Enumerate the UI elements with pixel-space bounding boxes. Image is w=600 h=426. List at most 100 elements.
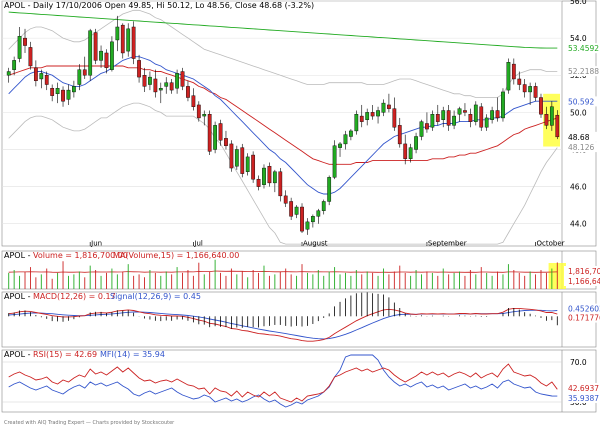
candle-body	[126, 28, 131, 52]
candle-body	[316, 210, 321, 217]
candle-body	[305, 221, 310, 230]
candle-body	[473, 104, 478, 122]
candle-body	[283, 195, 288, 204]
candle-body	[115, 26, 120, 41]
price-tag-bg	[564, 43, 598, 54]
rsi-label: RSI(15) = 42.69	[33, 350, 97, 359]
price-tag-bg	[564, 96, 598, 107]
candle-body	[77, 69, 82, 85]
candle-body	[245, 156, 250, 172]
candle-body	[191, 95, 196, 107]
macd-signal-tag-bg	[564, 303, 598, 314]
candle-body	[28, 47, 33, 67]
price-tick-label: 56.0	[570, 0, 587, 6]
volume-ma-label: MA(Volume,15) = 1,166,640.00	[113, 251, 239, 260]
candle-body	[408, 147, 413, 159]
candle-body	[137, 60, 141, 78]
rsi-tag: 42.6937	[568, 384, 599, 393]
candle-body	[528, 86, 533, 93]
candle-body	[93, 32, 98, 61]
price-tag-bg	[564, 66, 598, 77]
mfi-tag: 35.9387	[568, 394, 599, 403]
candle-body	[23, 37, 27, 46]
price-tag-bg	[564, 131, 598, 142]
candle-body	[267, 165, 272, 184]
candle-body	[435, 114, 440, 122]
candle-body	[511, 63, 516, 80]
candle-body	[397, 125, 402, 145]
candle-body	[452, 115, 456, 126]
volume-ma-tag-bg	[564, 276, 598, 286]
candle-body	[387, 104, 391, 109]
candle-body	[430, 114, 435, 128]
candle-body	[533, 86, 538, 98]
ma-mid-line	[8, 65, 558, 165]
price-tick-label: 54.0	[570, 34, 587, 43]
price-tick-label: 50.0	[570, 108, 587, 117]
footer-credit: Created with AIQ Trading Expert — Charts…	[4, 420, 175, 426]
candle-body	[196, 104, 201, 119]
candle-body	[376, 110, 380, 117]
volume-ma-line	[8, 270, 558, 273]
candle-body	[490, 110, 494, 120]
macd-signal-line	[8, 309, 558, 340]
price-tag-bg	[564, 142, 598, 153]
x-tick-label: October	[537, 240, 565, 248]
volume-ma-tag: 1,166,640	[568, 277, 600, 286]
candle-body	[479, 106, 484, 128]
candle-body	[272, 171, 277, 184]
candle-body	[441, 110, 446, 120]
macd-label: MACD(12,26) = 0.17	[33, 292, 116, 301]
candle-body	[44, 75, 49, 85]
candle-body	[419, 121, 424, 137]
candle-body	[6, 71, 11, 76]
x-tick-label: Jun	[90, 240, 102, 248]
candle-body	[300, 206, 304, 232]
candle-body	[61, 89, 65, 102]
candle-body	[256, 178, 261, 187]
candle-body	[425, 123, 429, 130]
candle-body	[240, 147, 245, 174]
rsi-tag-bg	[564, 383, 598, 393]
candle-body	[517, 78, 522, 85]
candle-body	[33, 67, 38, 82]
candle-body	[66, 89, 71, 100]
candle-body	[17, 36, 22, 59]
candle-body	[468, 114, 473, 122]
candle-body	[262, 167, 266, 185]
candle-body	[403, 143, 408, 159]
signal-label: Signal(12,26,9) = 0.45	[110, 292, 201, 301]
macd-panel-prefix: APOL -	[4, 292, 31, 301]
candle-body	[414, 136, 418, 150]
mfi-line	[8, 354, 558, 408]
indicator-lines-layer	[8, 9, 558, 408]
candle-body	[148, 76, 152, 85]
macd-tag-bg	[564, 312, 598, 323]
candle-body	[327, 177, 332, 202]
candle-body	[354, 114, 359, 132]
marks-layer	[6, 15, 560, 329]
rsi-panel-prefix: APOL -	[4, 350, 31, 359]
candle-body	[370, 112, 375, 117]
candle-body	[278, 171, 283, 197]
candle-body	[229, 143, 234, 169]
candle-body	[180, 71, 185, 87]
candle-body	[88, 30, 93, 76]
macd-tag: 0.171776	[568, 314, 600, 323]
candle-body	[234, 149, 239, 167]
candle-body	[359, 115, 364, 122]
rsi-line	[8, 363, 558, 403]
candle-body	[457, 108, 462, 115]
candle-body	[120, 24, 125, 54]
candle-body	[294, 206, 299, 215]
candle-body	[321, 201, 326, 211]
volume-panel-prefix: APOL -	[4, 251, 31, 260]
macd-signal-tag: 0.452603	[568, 305, 600, 314]
candle-body	[506, 62, 511, 91]
candle-body	[381, 102, 386, 113]
candle-body	[501, 91, 505, 119]
candle-body	[338, 143, 342, 148]
mfi-tag-bg	[564, 393, 598, 403]
